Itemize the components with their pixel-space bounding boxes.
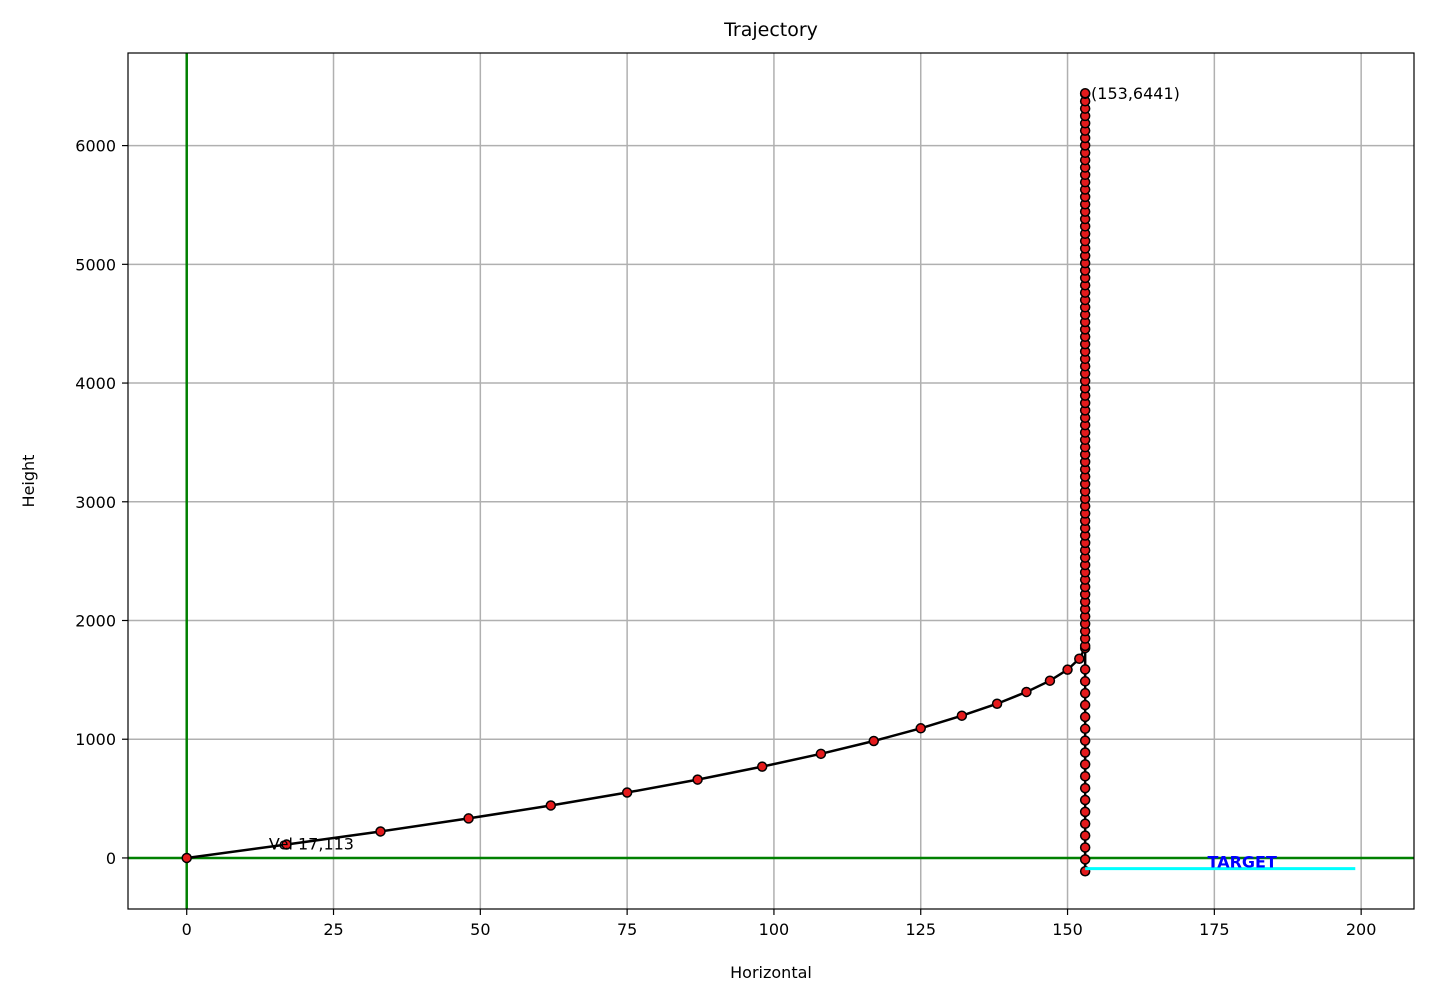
- descent-point: [1079, 794, 1091, 806]
- descent-point: [1079, 687, 1091, 699]
- descent-point: [1079, 782, 1091, 794]
- grid: [128, 53, 1414, 909]
- x-tick-label: 200: [1346, 920, 1377, 939]
- descent-point: [1079, 818, 1091, 830]
- x-axis-label: Horizontal: [730, 963, 812, 982]
- target-label: TARGET: [1208, 853, 1277, 872]
- data-point: [281, 839, 292, 850]
- descent-point: [1079, 854, 1091, 865]
- x-axis-ticks: 0 25 50 75 100 125 150 175 200: [182, 909, 1377, 939]
- x-tick-label: 25: [323, 920, 343, 939]
- y-tick-label: 0: [106, 849, 116, 868]
- descent-point: [1079, 771, 1091, 782]
- descent-point: [1079, 842, 1091, 853]
- x-tick-label: 125: [905, 920, 936, 939]
- data-point: [956, 710, 968, 721]
- data-point: [1044, 675, 1056, 686]
- y-tick-label: 5000: [75, 255, 116, 274]
- data-point: [868, 735, 880, 747]
- y-tick-label: 3000: [75, 493, 116, 512]
- x-tick-label: 0: [182, 920, 192, 939]
- y-tick-label: 4000: [75, 374, 116, 393]
- descent-point: [1079, 806, 1091, 818]
- annotation-label: Vel 17,113: [269, 835, 354, 854]
- descent-point: [1079, 759, 1091, 770]
- annotations: Vel 17,113 (153,6441): [269, 84, 1180, 853]
- y-tick-label: 2000: [75, 612, 116, 631]
- x-tick-label: 100: [759, 920, 790, 939]
- data-point: [545, 800, 557, 811]
- y-tick-label: 6000: [75, 137, 116, 156]
- y-axis-ticks: 0 1000 2000 3000 4000 5000 6000: [75, 137, 128, 868]
- reference-lines: [128, 53, 1414, 909]
- data-point: [815, 748, 827, 760]
- descent-point: [1079, 830, 1091, 841]
- data-point: [181, 852, 192, 864]
- data-point: [621, 787, 633, 798]
- data-point: [1079, 87, 1091, 99]
- trajectory-markers: [181, 87, 1091, 877]
- x-tick-label: 50: [470, 920, 490, 939]
- chart-title: Trajectory: [723, 19, 818, 41]
- data-point: [1062, 664, 1073, 675]
- x-tick-label: 175: [1199, 920, 1230, 939]
- data-point: [1021, 686, 1032, 698]
- data-point: [915, 723, 926, 734]
- y-tick-label: 1000: [75, 730, 116, 749]
- descent-point: [1079, 747, 1091, 758]
- data-point: [463, 813, 474, 824]
- data-point: [692, 774, 703, 785]
- descent-point: [1079, 699, 1091, 711]
- data-point: [1074, 653, 1085, 664]
- target-group: TARGET: [1085, 853, 1356, 872]
- data-point: [375, 826, 386, 837]
- x-tick-label: 75: [617, 920, 637, 939]
- plot-frame: [127, 52, 1415, 910]
- data-point: [756, 761, 768, 772]
- descent-point: [1079, 676, 1091, 687]
- annotation-label: (153,6441): [1091, 84, 1180, 103]
- x-tick-label: 150: [1052, 920, 1083, 939]
- y-axis-label: Height: [19, 455, 38, 508]
- descent-point: [1079, 723, 1091, 735]
- descent-point: [1079, 735, 1091, 746]
- descent-point: [1079, 711, 1091, 723]
- descent-point: [1079, 664, 1091, 675]
- data-point: [991, 698, 1003, 709]
